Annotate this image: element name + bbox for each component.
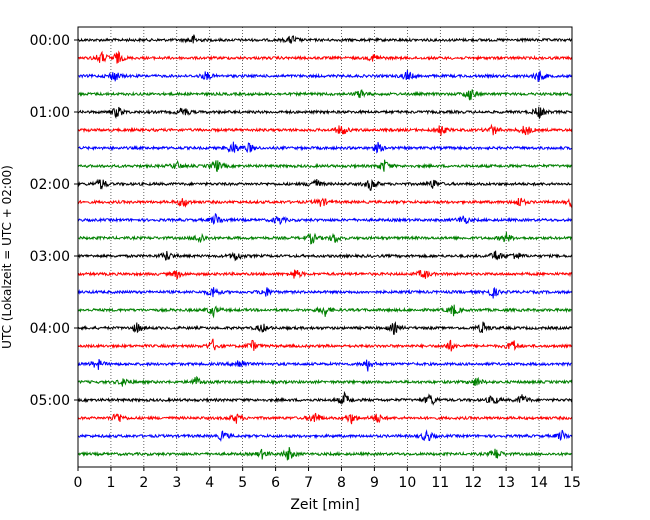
x-tick-label: 10 — [398, 475, 416, 491]
trace-row-0015 — [77, 50, 573, 64]
seismic-traces — [77, 34, 573, 461]
plot-frame — [77, 26, 573, 468]
trace-row-0130 — [77, 141, 572, 154]
y-tick-label: 00:00 — [30, 33, 70, 49]
trace-row-0145 — [77, 159, 573, 172]
y-axis-ticks: 00:00 01:00 02:00 03:00 04:00 05:00 — [30, 33, 78, 409]
trace-row-0215 — [77, 197, 573, 208]
x-axis-ticks: 0 1 2 3 4 5 6 7 8 9 10 11 12 13 14 15 — [74, 467, 581, 491]
x-tick-label: 7 — [304, 475, 313, 491]
y-tick-label: 02:00 — [30, 177, 70, 193]
trace-row-0045 — [77, 89, 573, 101]
x-tick-label: 5 — [238, 475, 247, 491]
trace-row-0515 — [77, 412, 573, 425]
trace-row-0430 — [77, 358, 572, 372]
trace-row-0100 — [77, 106, 573, 120]
trace-row-0030 — [77, 69, 573, 83]
trace-row-0330 — [77, 286, 573, 299]
x-tick-label: 4 — [205, 475, 214, 491]
x-tick-label: 3 — [172, 475, 181, 491]
trace-row-0245 — [78, 232, 572, 245]
x-tick-label: 9 — [370, 475, 379, 491]
x-axis-label: Zeit [min] — [290, 497, 359, 513]
trace-row-0445 — [77, 375, 573, 387]
grid-lines — [110, 27, 540, 467]
x-tick-label: 12 — [464, 475, 482, 491]
trace-row-0000 — [77, 34, 573, 44]
x-tick-label: 0 — [74, 475, 83, 491]
y-axis-label: UTC (Lokalzeit = UTC + 02:00) — [0, 165, 14, 349]
x-tick-label: 6 — [271, 475, 280, 491]
trace-row-0115 — [77, 123, 573, 136]
trace-row-0530 — [77, 429, 573, 442]
trace-row-0400 — [77, 321, 573, 335]
y-tick-label: 01:00 — [30, 105, 70, 121]
x-tick-label: 13 — [497, 475, 515, 491]
trace-row-0315 — [77, 269, 573, 280]
x-tick-label: 2 — [139, 475, 148, 491]
trace-row-0345 — [77, 304, 573, 319]
x-tick-label: 14 — [530, 475, 548, 491]
trace-row-0230 — [77, 213, 573, 225]
trace-row-0545 — [77, 446, 572, 461]
x-tick-label: 1 — [106, 475, 115, 491]
y-tick-label: 03:00 — [30, 249, 70, 265]
x-tick-label: 15 — [563, 475, 581, 491]
trace-row-0500 — [77, 390, 573, 406]
x-tick-label: 11 — [431, 475, 449, 491]
trace-row-0300 — [77, 250, 573, 262]
x-tick-label: 8 — [337, 475, 346, 491]
trace-row-0200 — [77, 178, 572, 191]
trace-row-0415 — [77, 338, 573, 352]
y-tick-label: 04:00 — [30, 321, 70, 337]
y-tick-label: 05:00 — [30, 393, 70, 409]
